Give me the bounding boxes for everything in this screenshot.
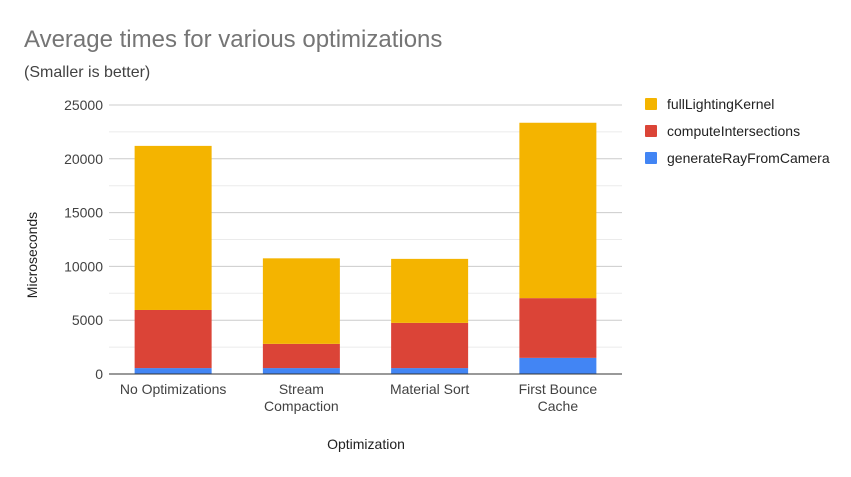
- x-tick-label: Stream Compaction: [264, 381, 339, 414]
- bar-segment-generateRayFromCamera: [391, 368, 469, 374]
- x-axis-ticks: No Optimizations Stream Compaction Material…: [120, 381, 598, 414]
- y-tick-label: 10000: [64, 258, 103, 274]
- legend-label: computeIntersections: [667, 123, 800, 139]
- y-tick-label: 20000: [64, 151, 103, 167]
- legend-label: fullLightingKernel: [667, 96, 774, 112]
- legend-swatch: [645, 152, 657, 164]
- y-axis-title: Microseconds: [24, 212, 40, 298]
- legend-swatch: [645, 98, 657, 110]
- bar-segment-computeIntersections: [262, 343, 340, 369]
- y-tick-label: 15000: [64, 205, 103, 221]
- x-axis-title: Optimization: [327, 436, 405, 452]
- legend: fullLightingKernel computeIntersections ge…: [645, 96, 830, 166]
- bar-segment-computeIntersections: [391, 322, 469, 369]
- bar-segment-generateRayFromCamera: [134, 368, 212, 374]
- bar-segment-fullLightingKernel: [134, 145, 212, 310]
- bar-segment-computeIntersections: [519, 298, 597, 358]
- bars: [134, 122, 597, 374]
- bar-segment-fullLightingKernel: [262, 258, 340, 344]
- y-tick-label: 5000: [72, 312, 103, 328]
- legend-label: generateRayFromCamera: [667, 150, 830, 166]
- chart-title: Average times for various optimizations: [24, 26, 442, 53]
- bar-segment-computeIntersections: [134, 309, 212, 369]
- x-tick-label: No Optimizations: [120, 381, 227, 397]
- y-tick-label: 25000: [64, 97, 103, 113]
- x-tick-label: Material Sort: [390, 381, 469, 397]
- legend-swatch: [645, 125, 657, 137]
- bar-segment-fullLightingKernel: [391, 258, 469, 323]
- chart-subtitle: (Smaller is better): [24, 64, 150, 81]
- bar-segment-generateRayFromCamera: [262, 368, 340, 374]
- bar-segment-fullLightingKernel: [519, 122, 597, 299]
- bar-segment-generateRayFromCamera: [519, 357, 597, 374]
- x-tick-label: First Bounce Cache: [519, 381, 598, 414]
- y-axis-ticks: 0 5000 10000 15000 20000 25000: [64, 97, 103, 382]
- y-tick-label: 0: [95, 366, 103, 382]
